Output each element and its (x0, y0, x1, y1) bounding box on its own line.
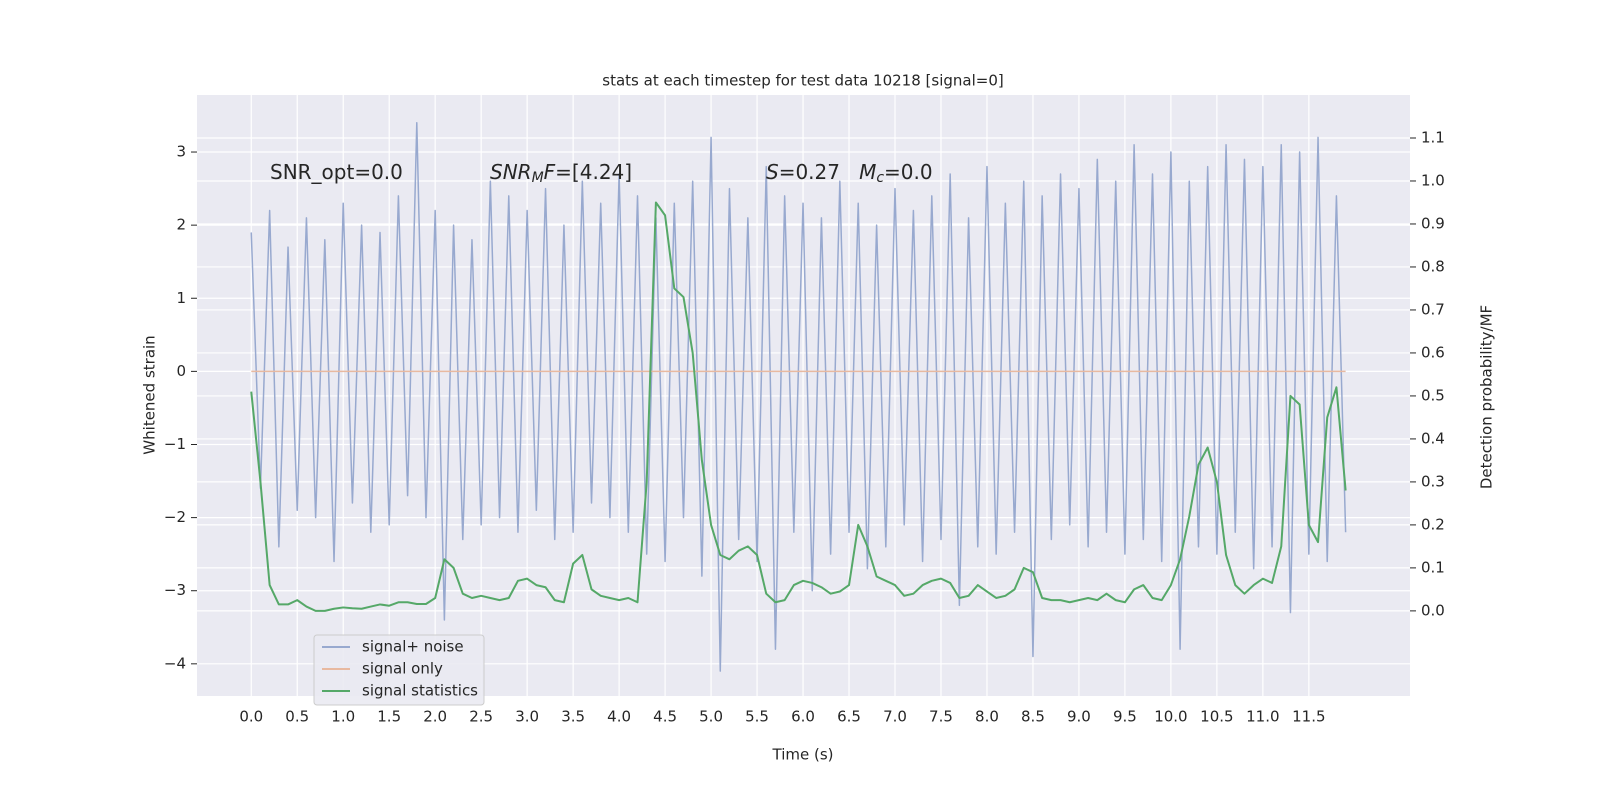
series-line (250, 201, 1347, 612)
annotation: SNRMF=[4.24] (490, 160, 632, 187)
x-tick-label: 6.0 (791, 708, 815, 726)
y2-tick-label: 0.6 (1421, 343, 1445, 361)
y2-tick-label: 0.1 (1421, 558, 1445, 576)
annotation-part: M (859, 160, 876, 184)
y2-axis-label: Detection probability/MF (1478, 305, 1496, 489)
x-tick-label: 7.0 (883, 708, 907, 726)
y-tick-label: 2 (176, 216, 186, 234)
x-tick-label: 3.5 (561, 708, 585, 726)
annotation-part: =0.27 (779, 160, 859, 184)
y-tick-label: 0 (176, 362, 186, 380)
y2-tick-label: 0.3 (1421, 472, 1445, 490)
x-tick-label: 2.5 (469, 708, 493, 726)
x-tick-label: 0.5 (285, 708, 309, 726)
chart-title: stats at each timestep for test data 102… (602, 72, 1003, 90)
x-tick-label: 1.0 (331, 708, 355, 726)
y-tick-label: 3 (176, 143, 186, 161)
annotation-part: F (544, 160, 556, 184)
legend: signal+ noise signal only signal statistic… (313, 634, 485, 706)
annotation: SNR_opt=0.0 (270, 160, 403, 184)
y-tick-label: −1 (164, 435, 186, 453)
x-tick-label: 6.5 (837, 708, 861, 726)
y2-tick-label: 0.9 (1421, 214, 1445, 232)
y-tick-label: −2 (164, 508, 186, 526)
legend-label: signal only (362, 660, 443, 678)
x-tick-label: 9.0 (1067, 708, 1091, 726)
x-tick-label: 8.5 (1021, 708, 1045, 726)
x-tick-label: 1.5 (377, 708, 401, 726)
x-tick-label: 11.5 (1292, 708, 1325, 726)
x-tick-label: 11.0 (1246, 708, 1279, 726)
x-axis-label: Time (s) (772, 746, 834, 764)
annotation-part: SNR (490, 160, 532, 184)
annotation: S=0.27 Mc=0.0 (766, 160, 933, 187)
annotation-part: =[4.24] (555, 160, 632, 184)
x-tick-label: 10.5 (1200, 708, 1233, 726)
x-tick-label: 7.5 (929, 708, 953, 726)
x-tick-label: 0.0 (239, 708, 263, 726)
y2-tick-label: 0.8 (1421, 257, 1445, 275)
x-tick-label: 2.0 (423, 708, 447, 726)
x-tick-label: 4.5 (653, 708, 677, 726)
y-tick-label: −4 (164, 654, 186, 672)
legend-label: signal+ noise (362, 638, 464, 656)
legend-box (313, 634, 485, 706)
y-axis-label: Whitened strain (141, 335, 159, 454)
y2-tick-label: 1.1 (1421, 128, 1445, 146)
y2-tick-label: 1.0 (1421, 171, 1445, 189)
legend-label: signal statistics (362, 682, 478, 700)
x-tick-label: 10.0 (1154, 708, 1187, 726)
x-tick-label: 5.0 (699, 708, 723, 726)
series-line (250, 122, 1347, 672)
y2-tick-label: 0.2 (1421, 515, 1445, 533)
annotation-part: S (766, 160, 779, 184)
y-tick-label: −3 (164, 581, 186, 599)
y2-tick-label: 0.7 (1421, 300, 1445, 318)
y2-tick-label: 0.5 (1421, 386, 1445, 404)
annotation-part: M (532, 170, 544, 186)
y2-tick-label: 0.0 (1421, 601, 1445, 619)
y-tick-label: 1 (176, 289, 186, 307)
annotation-part: SNR_opt=0.0 (270, 160, 403, 184)
x-tick-label: 4.0 (607, 708, 631, 726)
x-tick-label: 3.0 (515, 708, 539, 726)
annotation-part: =0.0 (884, 160, 933, 184)
x-tick-label: 8.0 (975, 708, 999, 726)
x-tick-label: 9.5 (1113, 708, 1137, 726)
x-tick-label: 5.5 (745, 708, 769, 726)
y2-tick-label: 0.4 (1421, 429, 1445, 447)
annotation-part: c (876, 170, 884, 186)
